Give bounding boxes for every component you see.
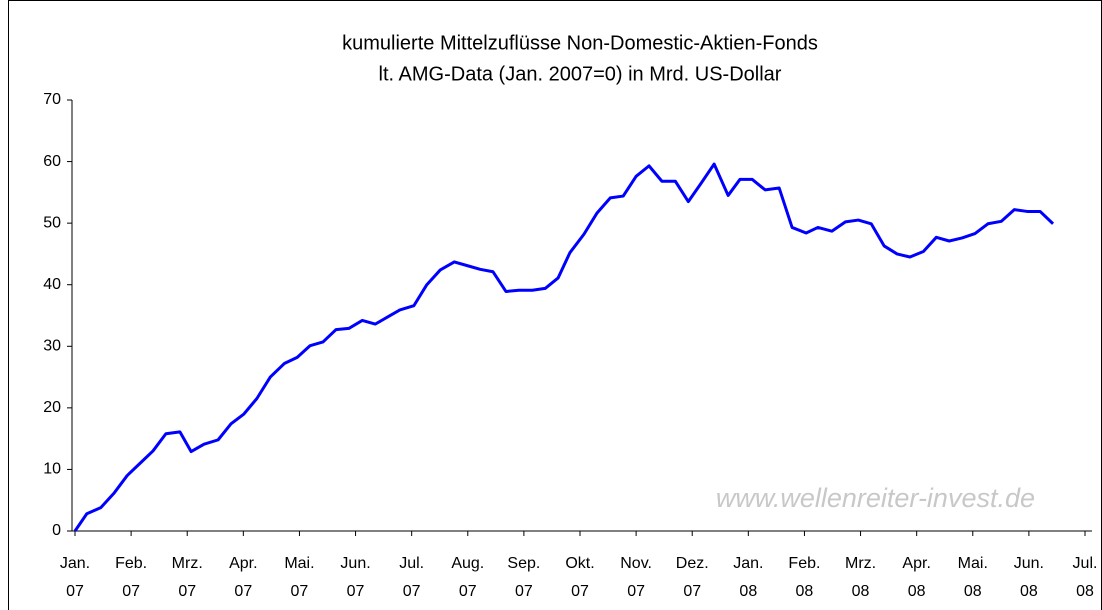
x-tick-label-line: Aug. (451, 555, 484, 572)
x-tick-label: Jul. 08 (1073, 555, 1098, 600)
y-tick-label: 50 (43, 214, 61, 231)
x-tick-label: Jun. 07 (340, 555, 370, 600)
x-tick-label-line: Jun. (340, 555, 370, 572)
x-tick-label: Mai. 07 (284, 555, 314, 600)
x-tick-label: Apr. 07 (229, 555, 257, 600)
x-tick-label: Jan. 07 (60, 555, 90, 600)
x-tick-label-line: Dez. (676, 555, 709, 572)
x-tick-label-line: 08 (1076, 583, 1094, 600)
y-tick-label: 10 (43, 461, 61, 478)
x-tick-label-line: Feb. (788, 555, 820, 572)
x-tick-label-line: Jan. (733, 555, 763, 572)
y-tick-label: 70 (43, 91, 61, 108)
y-tick-label: 0 (52, 522, 61, 539)
x-tick-label: Jun. 08 (1014, 555, 1044, 600)
x-tick-label: Mrz. 07 (172, 555, 203, 600)
x-tick-label-line: Jul. (399, 555, 424, 572)
y-tick-label: 20 (43, 399, 61, 416)
x-tick-label-line: Sep. (507, 555, 540, 572)
x-tick-label: Nov. 07 (620, 555, 652, 600)
x-tick-label-line: Jul. (1073, 555, 1098, 572)
chart-subtitle: lt. AMG-Data (Jan. 2007=0) in Mrd. US-Do… (379, 63, 782, 85)
x-tick-label-line: Jun. (1014, 555, 1044, 572)
x-tick-label-line: Feb. (115, 555, 147, 572)
x-tick-label-line: Mrz. (172, 555, 203, 572)
x-tick-label-line: Nov. (620, 555, 652, 572)
x-tick-label-line: 07 (627, 583, 645, 600)
x-tick-label-line: 07 (291, 583, 309, 600)
x-tick-label-line: 07 (403, 583, 421, 600)
x-tick-label: Mrz. 08 (845, 555, 876, 600)
x-tick-label: Jan. 08 (733, 555, 763, 600)
x-tick-label-line: 07 (571, 583, 589, 600)
x-tick-label-line: 07 (178, 583, 196, 600)
watermark: www.wellenreiter-invest.de (716, 483, 1035, 513)
x-tick-label-line: Mai. (958, 555, 988, 572)
x-tick-label-line: 07 (122, 583, 140, 600)
x-tick-label-line: 07 (234, 583, 252, 600)
x-tick-label-line: 08 (964, 583, 982, 600)
x-tick-label: Dez. 07 (676, 555, 709, 600)
x-tick-label-line: 08 (739, 583, 757, 600)
x-tick-label-line: 07 (347, 583, 365, 600)
chart-title: kumulierte Mittelzuflüsse Non-Domestic-A… (342, 32, 818, 54)
x-tick-label: Apr. 08 (902, 555, 930, 600)
x-tick-label: Aug. 07 (451, 555, 484, 600)
x-tick-label-line: 07 (683, 583, 701, 600)
x-tick-label-line: 07 (459, 583, 477, 600)
x-tick-label-line: 08 (852, 583, 870, 600)
x-tick-label-line: Mrz. (845, 555, 876, 572)
x-tick-label-line: 08 (796, 583, 814, 600)
x-tick-label: Mai. 08 (958, 555, 988, 600)
data-line (73, 162, 1055, 532)
x-tick-label: Jul. 07 (399, 555, 424, 600)
y-tick-label: 60 (43, 153, 61, 170)
x-tick-label: Okt. 07 (565, 555, 594, 600)
x-tick-label-line: Apr. (902, 555, 930, 572)
x-tick-label-line: Apr. (229, 555, 257, 572)
x-tick-label: Sep. 07 (507, 555, 540, 600)
x-tick-label-line: 08 (1020, 583, 1038, 600)
x-tick-label-line: 07 (66, 583, 84, 600)
x-tick-label-line: Okt. (565, 555, 594, 572)
x-tick-label-line: Mai. (284, 555, 314, 572)
y-tick-label: 40 (43, 276, 61, 293)
chart-frame (8, 0, 1102, 610)
x-tick-label-line: 08 (908, 583, 926, 600)
x-tick-label: Feb. 07 (115, 555, 147, 600)
x-tick-label-line: Jan. (60, 555, 90, 572)
y-tick-label: 30 (43, 338, 61, 355)
x-tick-label-line: 07 (515, 583, 533, 600)
x-tick-label: Feb. 08 (788, 555, 820, 600)
